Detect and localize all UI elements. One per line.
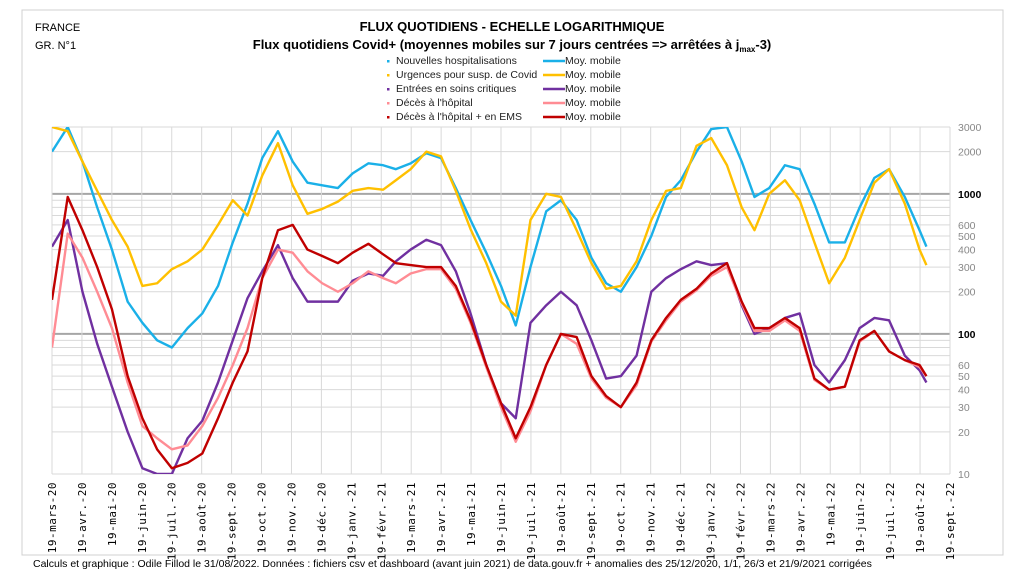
y-tick-label: 600 <box>958 220 976 232</box>
y-tick-label: 3000 <box>958 122 982 134</box>
legend-points-label: Décès à l'hôpital <box>396 97 473 109</box>
x-tick-label: 19-déc.-20 <box>315 482 328 553</box>
series-line-2 <box>52 127 928 317</box>
legend-marker-icon <box>387 102 390 105</box>
x-tick-label: 19-avr.-20 <box>76 482 89 553</box>
y-tick-label: 300 <box>958 262 976 274</box>
x-tick-label: 19-juil.-20 <box>166 482 179 560</box>
y-tick-label: 10 <box>958 469 970 481</box>
y-tick-label: 200 <box>958 287 976 299</box>
x-tick-label: 19-nov.-21 <box>645 482 658 553</box>
country-label: FRANCE <box>35 22 80 34</box>
x-tick-label: 19-oct.-20 <box>256 482 269 553</box>
graph-number: GR. N°1 <box>35 40 76 52</box>
x-tick-label: 19-mai-20 <box>106 482 119 546</box>
chart-subtitle: Flux quotidiens Covid+ (moyennes mobiles… <box>253 37 772 54</box>
x-tick-label: 19-mars-21 <box>405 482 418 553</box>
legend-marker-icon <box>387 88 390 91</box>
x-tick-label: 19-oct.-21 <box>615 482 628 553</box>
x-tick-label: 19-nov.-20 <box>285 482 298 553</box>
legend-line-label: Moy. mobile <box>565 83 621 95</box>
legend-points-label: Décès à l'hôpital + en EMS <box>396 111 522 123</box>
legend-line-label: Moy. mobile <box>565 97 621 109</box>
x-tick-label: 19-janv.-22 <box>705 482 718 560</box>
legend-points-label: Nouvelles hospitalisations <box>396 55 517 67</box>
grid <box>51 126 951 475</box>
legend-line-label: Moy. mobile <box>565 69 621 81</box>
y-tick-label: 2000 <box>958 147 982 159</box>
y-tick-label: 1000 <box>958 189 982 201</box>
subtitle-subscript: max <box>739 45 756 54</box>
x-tick-label: 19-sept.-20 <box>226 482 239 560</box>
y-tick-label: 400 <box>958 245 976 257</box>
x-tick-label: 19-sept.-22 <box>944 482 957 560</box>
y-tick-label: 60 <box>958 360 970 372</box>
x-tick-label: 19-juil.-21 <box>525 482 538 560</box>
legend-marker-icon <box>387 60 390 63</box>
x-tick-label: 19-août-21 <box>555 482 568 553</box>
legend-points-label: Urgences pour susp. de Covid <box>396 69 537 81</box>
y-tick-label: 100 <box>958 329 976 341</box>
x-tick-label: 19-avr.-21 <box>435 482 448 553</box>
x-tick-label: 19-sept.-21 <box>585 482 598 560</box>
y-tick-label: 20 <box>958 427 970 439</box>
footer-source: Calculs et graphique : Odile Fillod le 3… <box>33 558 872 570</box>
y-tick-label: 50 <box>958 371 970 383</box>
x-tick-label: 19-mars-20 <box>46 482 59 553</box>
legend-marker-icon <box>387 74 390 77</box>
legend-line-label: Moy. mobile <box>565 55 621 67</box>
subtitle-end: -3) <box>755 37 771 52</box>
x-axis: 19-mars-20 19-avr.-20 19-mai-20 19-juin-20 1… <box>46 482 957 560</box>
x-tick-label: 19-juin-22 <box>854 482 867 553</box>
y-tick-label: 30 <box>958 402 970 414</box>
x-tick-label: 19-déc.-21 <box>675 482 688 553</box>
series-lines <box>52 127 928 474</box>
series-line-1 <box>52 127 928 349</box>
legend: Nouvelles hospitalisations Moy. mobile Urg… <box>387 55 621 123</box>
x-tick-label: 19-janv.-21 <box>345 482 358 560</box>
x-tick-label: 19-juin-20 <box>136 482 149 553</box>
x-tick-label: 19-mai-22 <box>824 482 837 546</box>
x-tick-label: 19-juin-21 <box>495 482 508 553</box>
x-tick-label: 19-avr.-22 <box>794 482 807 553</box>
x-tick-label: 19-févr.-22 <box>734 482 747 560</box>
x-tick-label: 19-mai-21 <box>465 482 478 546</box>
legend-points-label: Entrées en soins critiques <box>396 83 516 95</box>
x-tick-label: 19-févr.-21 <box>375 482 388 560</box>
legend-line-label: Moy. mobile <box>565 111 621 123</box>
legend-marker-icon <box>387 116 390 119</box>
chart-title: FLUX QUOTIDIENS - ECHELLE LOGARITHMIQUE <box>360 19 665 34</box>
series-line-5 <box>52 195 928 470</box>
x-tick-label: 19-août-22 <box>914 482 927 553</box>
y-tick-label: 500 <box>958 231 976 243</box>
x-tick-label: 19-juil.-22 <box>884 482 897 560</box>
subtitle-main: Flux quotidiens Covid+ (moyennes mobiles… <box>253 37 740 52</box>
x-tick-label: 19-mars-22 <box>764 482 777 553</box>
x-tick-label: 19-août-20 <box>196 482 209 553</box>
y-tick-label: 40 <box>958 385 970 397</box>
